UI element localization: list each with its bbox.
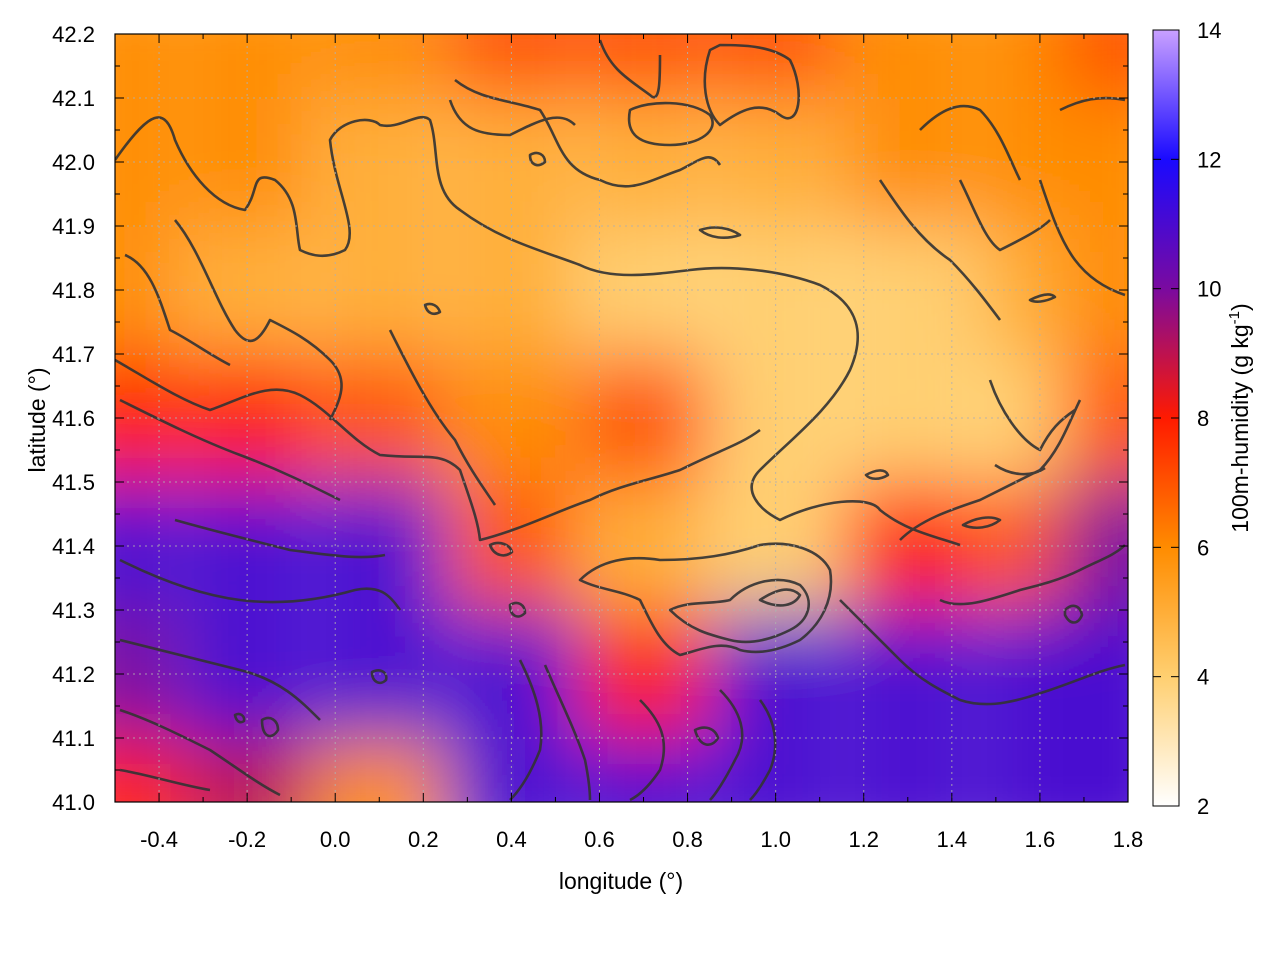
x-tick-label: 0.0: [320, 827, 351, 852]
colorbar-tick-label: 6: [1197, 535, 1209, 560]
colorbar-tick-label: 14: [1197, 18, 1221, 43]
x-tick-label: 1.0: [760, 827, 791, 852]
humidity-cell: [1064, 34, 1128, 99]
humidity-contours: [115, 39, 1126, 802]
y-tick-label: 41.1: [52, 726, 95, 751]
x-tick-label: 0.4: [496, 827, 527, 852]
colorbar-tick-label: 12: [1197, 147, 1221, 172]
humidity-cell: [315, 738, 444, 802]
y-tick-label: 41.4: [52, 534, 95, 559]
y-tick-label: 41.7: [52, 342, 95, 367]
x-tick-label: -0.4: [140, 827, 178, 852]
y-tick-label: 41.9: [52, 214, 95, 239]
y-tick-label: 41.5: [52, 470, 95, 495]
y-tick-label: 41.0: [52, 790, 95, 815]
colorbar-tick-labels: 2 4 6 8 10 12 14: [1197, 18, 1221, 819]
x-tick-label: 1.8: [1113, 827, 1144, 852]
humidity-cell: [315, 34, 444, 99]
axis-ticks: [115, 33, 1129, 803]
humidity-cell: [115, 226, 180, 355]
colorbar-tick-label: 2: [1197, 794, 1209, 819]
colorbar: 2 4 6 8 10 12 14 100m-humidity (g kg-1): [1152, 18, 1253, 819]
y-tick-label: 42.2: [52, 22, 95, 47]
y-axis-title: latitude (°): [24, 367, 50, 472]
x-tick-label: 1.2: [848, 827, 879, 852]
x-axis-tick-labels: -0.4 -0.2 0.0 0.2 0.4 0.6 0.8 1.0 1.2 1.4 1.6 1.8: [140, 827, 1143, 852]
y-tick-label: 41.8: [52, 278, 95, 303]
humidity-cell: [115, 354, 180, 483]
x-tick-label: 0.6: [584, 827, 615, 852]
y-tick-label: 42.0: [52, 150, 95, 175]
humidity-cell: [448, 34, 576, 99]
humidity-cell: [115, 482, 180, 611]
colorbar-ticks: [1153, 29, 1179, 807]
humidity-cell: [580, 34, 708, 99]
humidity-cell: [183, 34, 312, 99]
x-tick-label: 1.6: [1025, 827, 1056, 852]
x-tick-label: 0.8: [672, 827, 703, 852]
y-tick-label: 42.1: [52, 86, 95, 111]
humidity-cell: [115, 98, 180, 227]
humidity-cell: [844, 34, 973, 99]
y-axis-tick-labels: 41.0 41.1 41.2 41.3 41.4 41.5 41.6 41.7 41.8 41.9…: [52, 22, 95, 815]
humidity-cell: [712, 34, 840, 99]
humidity-cell: [844, 738, 973, 802]
colorbar-tick-label: 10: [1197, 277, 1221, 302]
x-tick-label: 0.2: [408, 827, 439, 852]
colorbar-tick-label: 8: [1197, 406, 1209, 431]
humidity-cell: [115, 34, 180, 99]
colorbar-tick-label: 4: [1197, 665, 1209, 690]
x-axis-title: longitude (°): [559, 868, 683, 894]
humidity-cell: [1064, 738, 1128, 802]
y-tick-label: 41.6: [52, 406, 95, 431]
colorbar-title: 100m-humidity (g kg-1): [1226, 303, 1253, 532]
y-tick-label: 41.3: [52, 598, 95, 623]
y-tick-label: 41.2: [52, 662, 95, 687]
x-tick-label: 1.4: [937, 827, 968, 852]
humidity-cell: [115, 610, 180, 739]
x-tick-label: -0.2: [228, 827, 266, 852]
